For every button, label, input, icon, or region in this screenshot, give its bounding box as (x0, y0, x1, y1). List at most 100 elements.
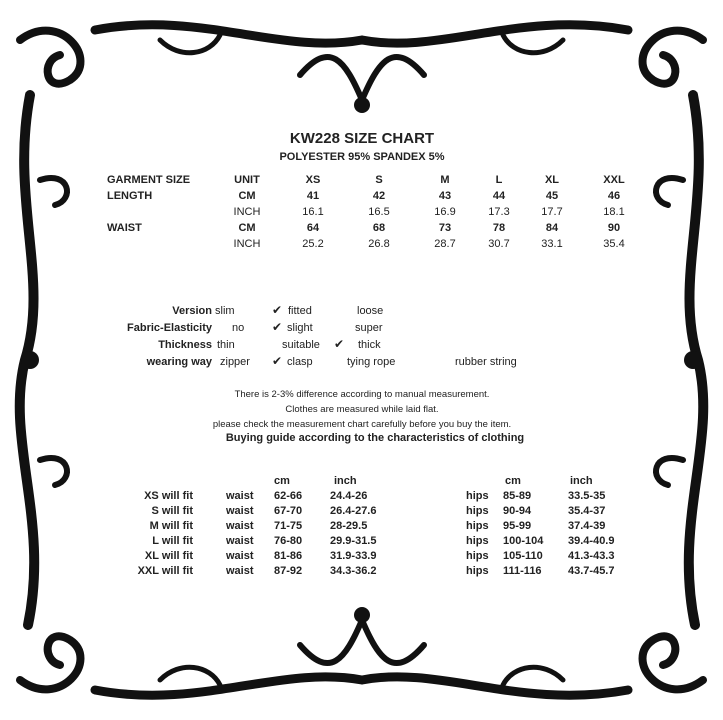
attribute-option: zipper (220, 356, 250, 368)
size-header: M (440, 174, 450, 186)
hips-inch: 43.7-45.7 (568, 565, 615, 577)
size-header: L (495, 174, 503, 186)
hips-inch: 33.5-35 (568, 490, 606, 502)
hips-label: hips (466, 490, 489, 502)
size-value: 17.7 (541, 206, 563, 218)
size-unit: INCH (233, 206, 261, 218)
buying-guide-title: Buying guide according to the characteri… (225, 432, 525, 444)
size-unit: INCH (233, 238, 261, 250)
size-value: 25.2 (302, 238, 324, 250)
size-value: 43 (438, 190, 452, 202)
waist-label: waist (226, 490, 254, 502)
hips-cm: 111-116 (503, 565, 542, 577)
size-value: 26.8 (368, 238, 390, 250)
size-header: XL (544, 174, 560, 186)
hips-label: hips (466, 565, 489, 577)
waist-label: waist (226, 505, 254, 517)
size-value: 18.1 (603, 206, 625, 218)
fit-row-label: XS will fit (144, 490, 193, 502)
size-value: 44 (492, 190, 506, 202)
fit-header-cm: cm (505, 475, 521, 487)
attribute-option: slim (215, 305, 235, 317)
attribute-label: Thickness (158, 339, 212, 351)
check-icon: ✔ (334, 337, 345, 351)
size-value: 16.9 (434, 206, 456, 218)
attribute-option: no (232, 322, 245, 334)
hips-label: hips (466, 520, 489, 532)
size-value: 28.7 (434, 238, 456, 250)
hips-inch: 41.3-43.3 (568, 550, 615, 562)
size-value: 41 (306, 190, 320, 202)
fit-header-inch: inch (334, 475, 357, 487)
hips-cm: 95-99 (503, 520, 532, 532)
attribute-option: rubber string (455, 356, 517, 368)
hips-inch: 37.4-39 (568, 520, 606, 532)
waist-inch: 34.3-36.2 (330, 565, 377, 577)
fit-row-label: XXL will fit (137, 565, 193, 577)
hips-cm: 85-89 (503, 490, 532, 502)
attribute-option: loose (357, 305, 384, 317)
waist-label: waist (226, 535, 254, 547)
check-icon: ✔ (272, 354, 283, 368)
hips-cm: 100-104 (503, 535, 544, 547)
waist-cm: 71-75 (274, 520, 303, 532)
waist-label: waist (226, 565, 254, 577)
size-header: S (375, 174, 383, 186)
attribute-option: thin (217, 339, 235, 351)
size-value: 42 (372, 190, 386, 202)
size-header: GARMENT SIZE (107, 174, 191, 186)
size-value: 64 (306, 222, 320, 234)
attribute-option: slight (287, 322, 313, 334)
waist-cm: 62-66 (274, 490, 303, 502)
attribute-option: suitable (282, 339, 320, 351)
waist-cm: 76-80 (274, 535, 303, 547)
attribute-option: super (355, 322, 383, 334)
size-header: UNIT (234, 174, 260, 186)
size-unit: CM (238, 222, 256, 234)
waist-inch: 28-29.5 (330, 520, 368, 532)
size-value: 16.5 (368, 206, 390, 218)
attribute-label: Fabric-Elasticity (127, 322, 212, 334)
page-title: KW228 SIZE CHART (289, 130, 435, 147)
check-icon: ✔ (272, 320, 283, 334)
size-value: 33.1 (541, 238, 563, 250)
fit-row-label: L will fit (152, 535, 193, 547)
size-value: 46 (607, 190, 621, 202)
note-2: Clothes are measured while laid flat. (285, 404, 439, 415)
size-header: XXL (603, 174, 625, 186)
fit-row-label: M will fit (149, 520, 193, 532)
waist-inch: 31.9-33.9 (330, 550, 377, 562)
note-3: please check the measurement chart caref… (212, 419, 512, 430)
waist-cm: 87-92 (274, 565, 303, 577)
waist-label: waist (226, 550, 254, 562)
size-value: 90 (607, 222, 621, 234)
attribute-option: thick (358, 339, 381, 351)
size-value: 35.4 (603, 238, 625, 250)
size-value: 78 (492, 222, 506, 234)
attribute-label: Version (172, 305, 212, 317)
size-value: 30.7 (488, 238, 510, 250)
size-value: 68 (372, 222, 386, 234)
waist-inch: 26.4-27.6 (330, 505, 377, 517)
size-value: 84 (545, 222, 559, 234)
size-value: 17.3 (488, 206, 510, 218)
fit-row-label: XL will fit (144, 550, 193, 562)
waist-inch: 24.4-26 (330, 490, 368, 502)
waist-label: waist (226, 520, 254, 532)
fit-header-cm: cm (274, 475, 290, 487)
attribute-option: fitted (288, 305, 312, 317)
waist-inch: 29.9-31.5 (330, 535, 377, 547)
size-row-label: LENGTH (107, 190, 153, 202)
hips-inch: 39.4-40.9 (568, 535, 615, 547)
hips-cm: 90-94 (503, 505, 532, 517)
waist-cm: 81-86 (274, 550, 303, 562)
attribute-option: tying rope (347, 356, 396, 368)
check-icon: ✔ (272, 303, 283, 317)
hips-label: hips (466, 550, 489, 562)
attribute-label: wearing way (146, 356, 212, 368)
size-value: 73 (438, 222, 452, 234)
waist-cm: 67-70 (274, 505, 303, 517)
size-unit: CM (238, 190, 256, 202)
hips-label: hips (466, 535, 489, 547)
